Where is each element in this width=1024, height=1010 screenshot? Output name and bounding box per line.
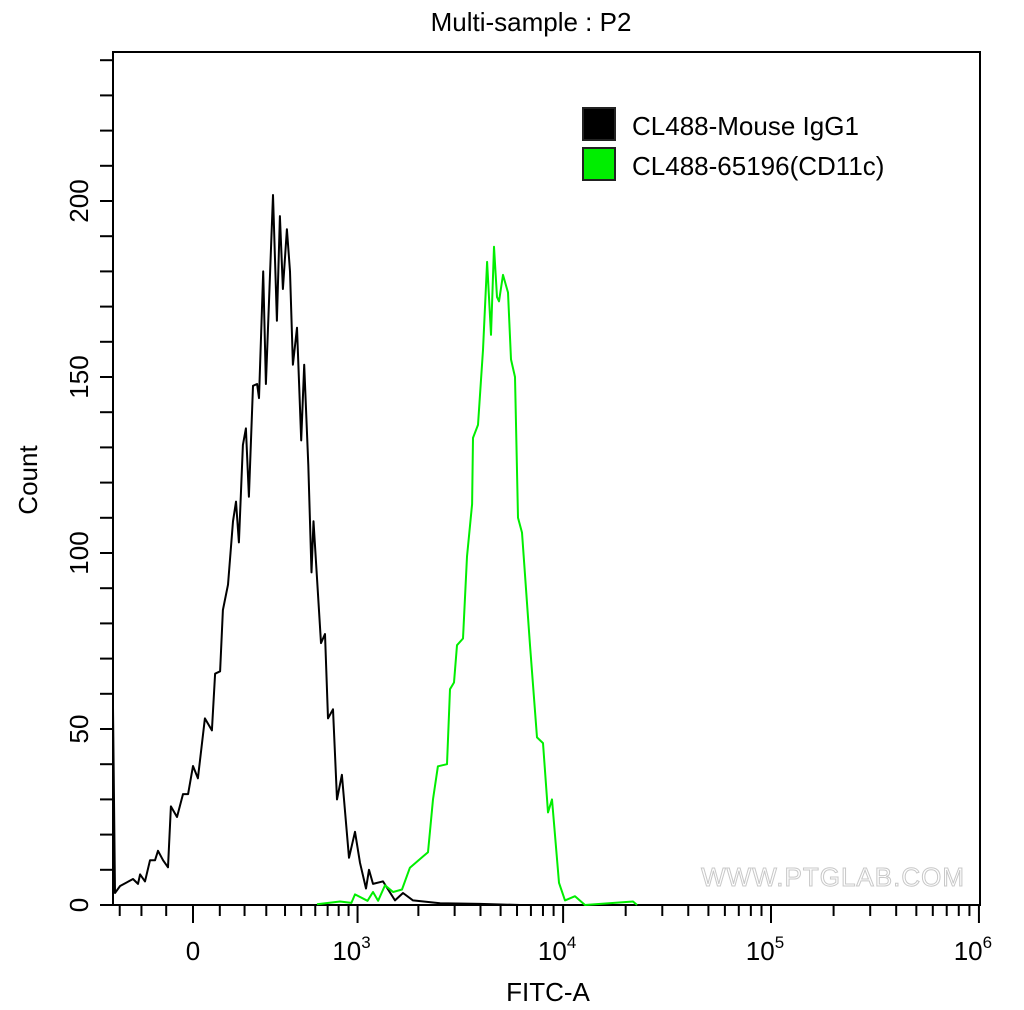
y-tick-label: 100 [64, 531, 94, 574]
x-tick-label-base: 10 [538, 936, 567, 966]
legend-swatch [582, 147, 616, 181]
x-tick-label-exponent: 6 [983, 933, 992, 952]
x-axis: 0 103 104 105 106 [118, 905, 992, 966]
series-group [112, 194, 638, 906]
chart-title: Multi-sample : P2 [431, 7, 632, 37]
legend-swatch [582, 107, 616, 141]
x-tick-label: 105 [746, 933, 784, 966]
series-line-2 [316, 245, 638, 906]
x-tick-label: 106 [954, 933, 992, 966]
x-tick-label: 0 [186, 936, 200, 966]
legend-label: CL488-65196(CD11c) [632, 151, 884, 181]
legend-label: CL488-Mouse IgG1 [632, 111, 859, 141]
y-tick-label: 150 [64, 355, 94, 398]
x-tick-label: 104 [538, 933, 576, 966]
series-line-1 [112, 194, 521, 906]
y-axis: 0 50 100 150 200 [64, 59, 113, 912]
x-tick-label-exponent: 5 [775, 933, 784, 952]
y-tick-label: 50 [64, 715, 94, 744]
y-tick-label: 0 [64, 898, 94, 912]
x-tick-label: 103 [332, 933, 370, 966]
legend: CL488-Mouse IgG1 CL488-65196(CD11c) [582, 107, 884, 181]
y-tick-label: 200 [64, 179, 94, 222]
x-tick-label-exponent: 3 [361, 933, 370, 952]
y-axis-label: Count [13, 445, 43, 515]
x-tick-label-exponent: 4 [567, 933, 576, 952]
x-tick-label-base: 0 [186, 936, 200, 966]
plot-frame [112, 51, 981, 906]
x-tick-label-base: 10 [746, 936, 775, 966]
x-tick-label-base: 10 [332, 936, 361, 966]
x-axis-label: FITC-A [506, 977, 590, 1007]
x-tick-label-base: 10 [954, 936, 983, 966]
watermark: WWW.PTGLAB.COM [701, 862, 965, 892]
